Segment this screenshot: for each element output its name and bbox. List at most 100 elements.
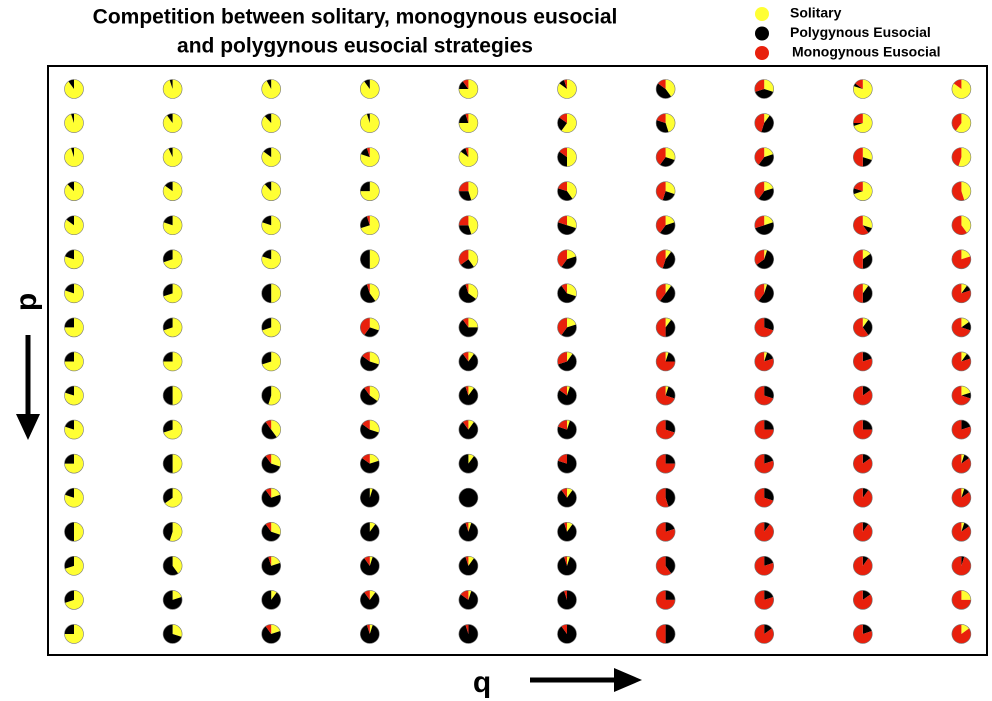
pie-slice — [862, 225, 872, 233]
pie-outline — [951, 385, 972, 406]
pie-slice — [458, 81, 469, 89]
pie-slice — [265, 420, 272, 430]
pie-slice — [853, 488, 873, 508]
pie-slice — [862, 556, 869, 566]
pie-slice — [163, 317, 183, 337]
chart-title: Competition between solitary, monogynous… — [93, 6, 618, 29]
pie-slice — [951, 420, 971, 440]
pie-outline — [557, 317, 577, 338]
pie-slice — [465, 624, 469, 634]
pie-outline — [951, 590, 972, 610]
pie-slice — [657, 79, 666, 89]
pie-outline — [261, 79, 282, 99]
pie-slice — [764, 181, 774, 192]
pie-slice — [660, 157, 675, 167]
legend-swatch — [755, 46, 769, 60]
pie-outline — [754, 521, 775, 542]
pie-slice — [265, 522, 272, 532]
pie-outline — [557, 590, 577, 610]
pie-slice — [853, 79, 873, 99]
pie-slice — [764, 283, 768, 294]
pie-outline — [261, 113, 282, 133]
pie-slice — [665, 624, 676, 644]
pie-slice — [64, 420, 84, 440]
pie-outline — [261, 147, 282, 167]
pie-outline — [655, 181, 676, 201]
pie-outline — [557, 215, 577, 236]
pie-slice — [264, 181, 272, 192]
pie-slice — [468, 249, 478, 267]
pie-slice — [656, 113, 666, 124]
pie-slice — [369, 249, 380, 269]
pie-outline — [557, 556, 577, 576]
pie-outline — [261, 181, 282, 201]
pie-slice — [764, 488, 774, 501]
pie-slice — [360, 317, 370, 336]
pie-slice — [465, 386, 469, 396]
pie-slice — [862, 351, 872, 362]
pie-slice — [64, 317, 74, 328]
pie-outline — [852, 283, 873, 304]
pie-slice — [163, 420, 183, 440]
pie-slice — [64, 181, 84, 201]
pie-slice — [754, 147, 765, 165]
pie-slice — [468, 590, 472, 600]
pie-outline — [458, 556, 479, 576]
pie-outline — [655, 556, 676, 576]
pie-slice — [557, 420, 577, 440]
pie-slice — [557, 386, 577, 406]
pie-slice — [261, 386, 272, 405]
pie-slice — [261, 455, 281, 474]
pie-outline — [557, 385, 577, 406]
y-arrowhead — [16, 414, 40, 440]
pie-outline — [458, 215, 479, 236]
legend-label: Monogynous Eusocial — [792, 44, 941, 60]
pie-slice — [163, 351, 183, 371]
pie-outline — [64, 113, 84, 133]
pie-slice — [951, 556, 971, 576]
pie-slice — [561, 324, 577, 337]
pie-slice — [163, 215, 173, 226]
pie-outline — [162, 453, 183, 474]
pie-slice — [951, 249, 971, 269]
pie-slice — [458, 421, 478, 440]
pie-outline — [655, 283, 676, 304]
pie-slice — [951, 522, 971, 542]
pie-slice — [758, 284, 774, 303]
pie-slice — [265, 454, 272, 464]
pie-outline — [458, 351, 479, 372]
pie-slice — [462, 79, 469, 89]
pie-outline — [754, 590, 775, 610]
pie-slice — [262, 351, 281, 371]
pie-slice — [961, 488, 965, 498]
pie-slice — [561, 283, 567, 294]
pie-outline — [852, 351, 873, 372]
pie-slice — [862, 522, 869, 532]
pie-slice — [261, 249, 281, 269]
pie-slice — [567, 317, 577, 328]
pie-slice — [853, 181, 873, 201]
pie-slice — [366, 283, 370, 294]
pie-slice — [458, 215, 469, 226]
pie-slice — [268, 386, 281, 406]
pie-slice — [271, 624, 281, 634]
pie-slice — [665, 420, 676, 433]
pie-slice — [465, 113, 469, 124]
pie-slice — [754, 215, 765, 229]
pie-outline — [64, 590, 84, 610]
pie-slice — [64, 283, 74, 294]
pie-slice — [261, 421, 277, 440]
pie-outline — [754, 419, 775, 440]
pie-slice — [754, 624, 774, 644]
pie-outline — [64, 215, 84, 236]
pie-outline — [951, 283, 972, 304]
pie-slice — [262, 215, 272, 226]
pie-slice — [764, 624, 772, 634]
pie-outline — [359, 249, 380, 270]
pie-slice — [862, 386, 871, 396]
pie-slice — [360, 215, 380, 235]
pie-outline — [162, 215, 183, 236]
pie-slice — [262, 317, 281, 337]
pie-slice — [754, 386, 774, 406]
pie-slice — [764, 113, 770, 124]
